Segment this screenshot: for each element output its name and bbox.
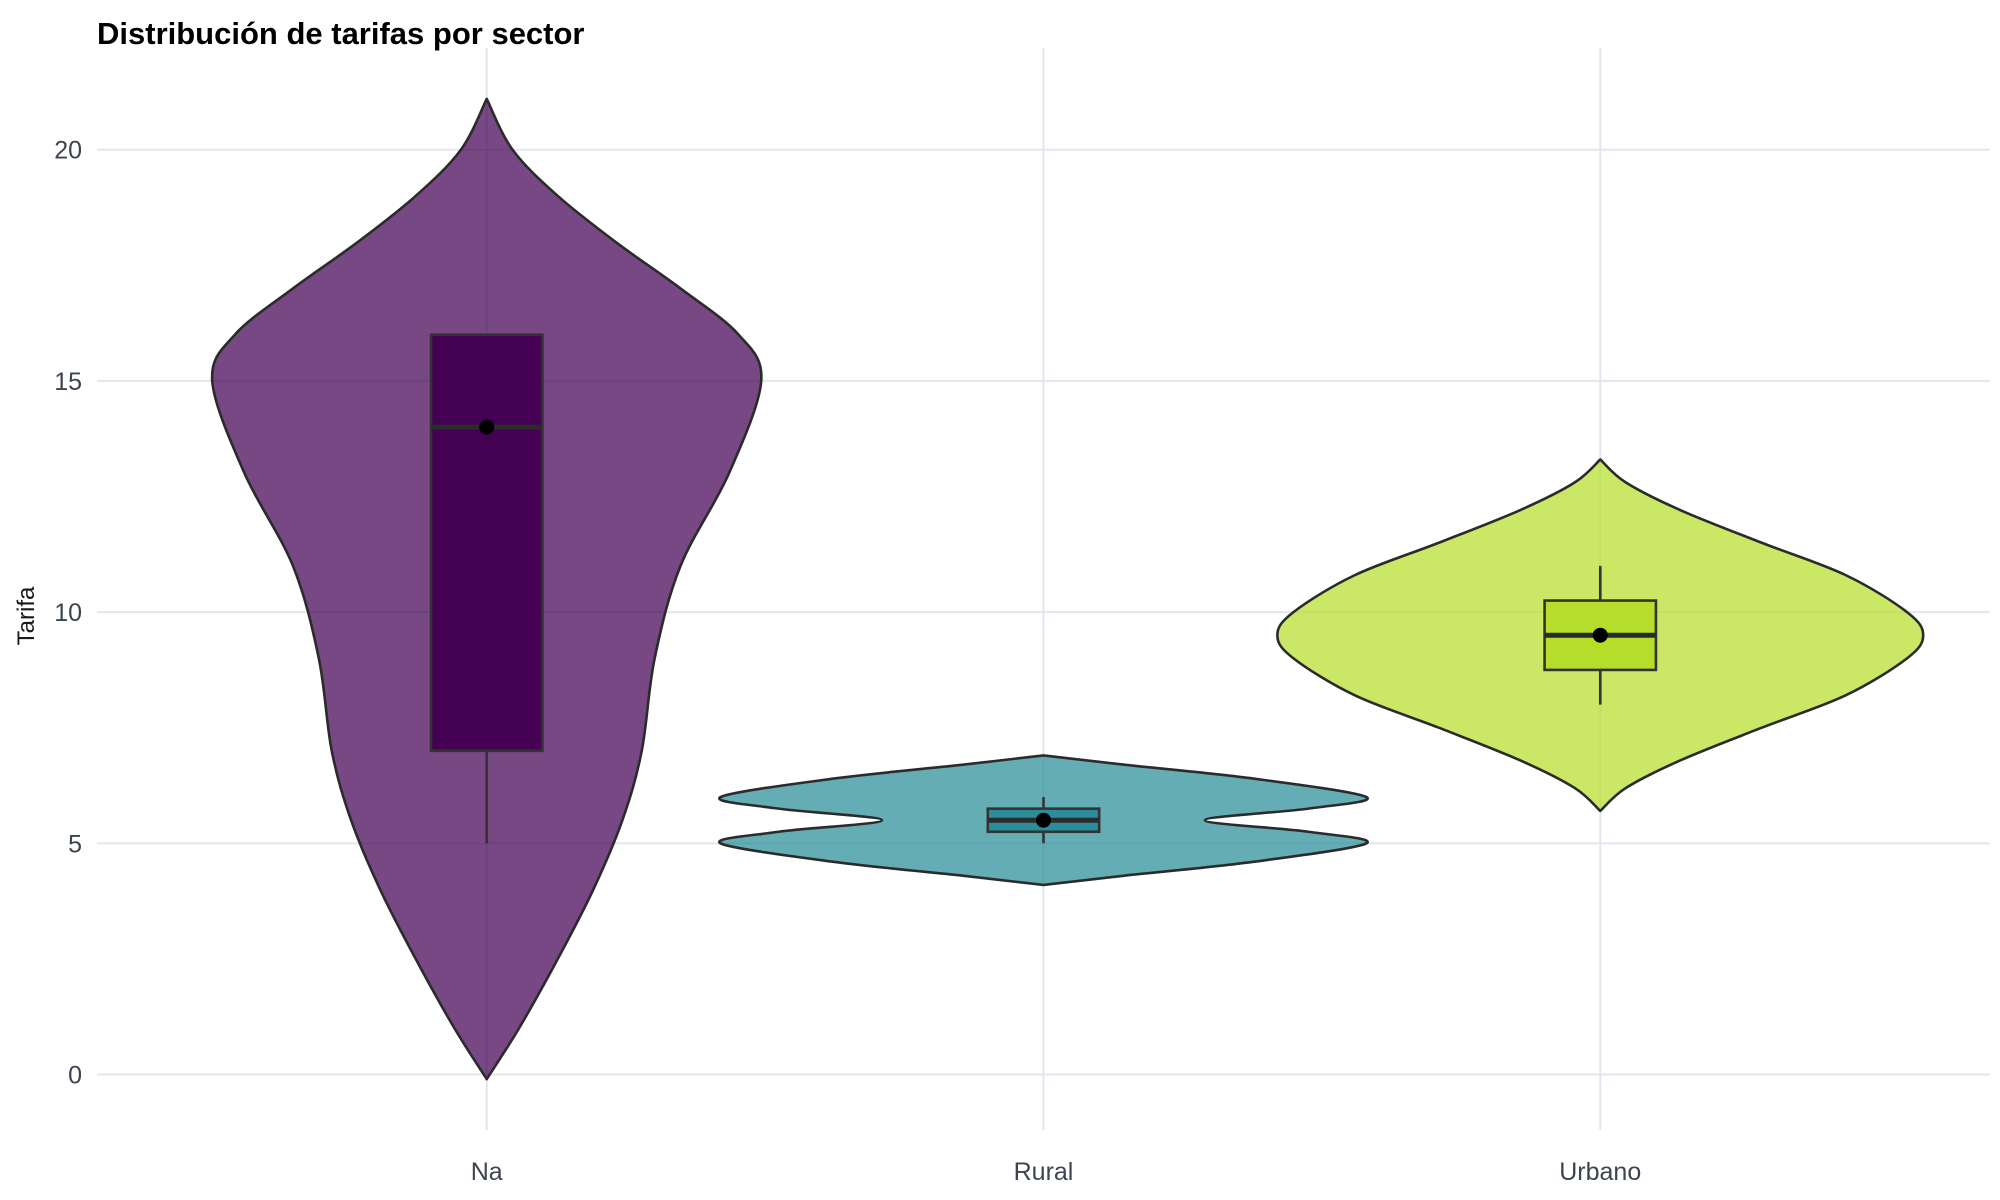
mean-point-na	[479, 419, 495, 435]
mean-point-urbano	[1592, 627, 1608, 643]
box-na	[429, 333, 544, 753]
chart-title: Distribución de tarifas por sector	[97, 16, 585, 51]
y-tick-label-10: 10	[54, 599, 82, 627]
x-tick-label-urbano: Urbano	[1559, 1158, 1641, 1186]
x-tick-label-na: Na	[471, 1158, 503, 1186]
y-tick-label-20: 20	[54, 137, 82, 165]
y-tick-label-5: 5	[68, 830, 82, 858]
y-axis-label: Tarifa	[13, 586, 40, 645]
y-tick-label-0: 0	[68, 1062, 82, 1090]
box-layer	[429, 333, 1658, 844]
axis-layer: 0 5 10 15 20 Na Rural Urbano	[54, 137, 1641, 1186]
x-tick-label-rural: Rural	[1014, 1158, 1074, 1186]
mean-point-rural	[1036, 812, 1051, 828]
y-tick-label-15: 15	[54, 368, 82, 396]
